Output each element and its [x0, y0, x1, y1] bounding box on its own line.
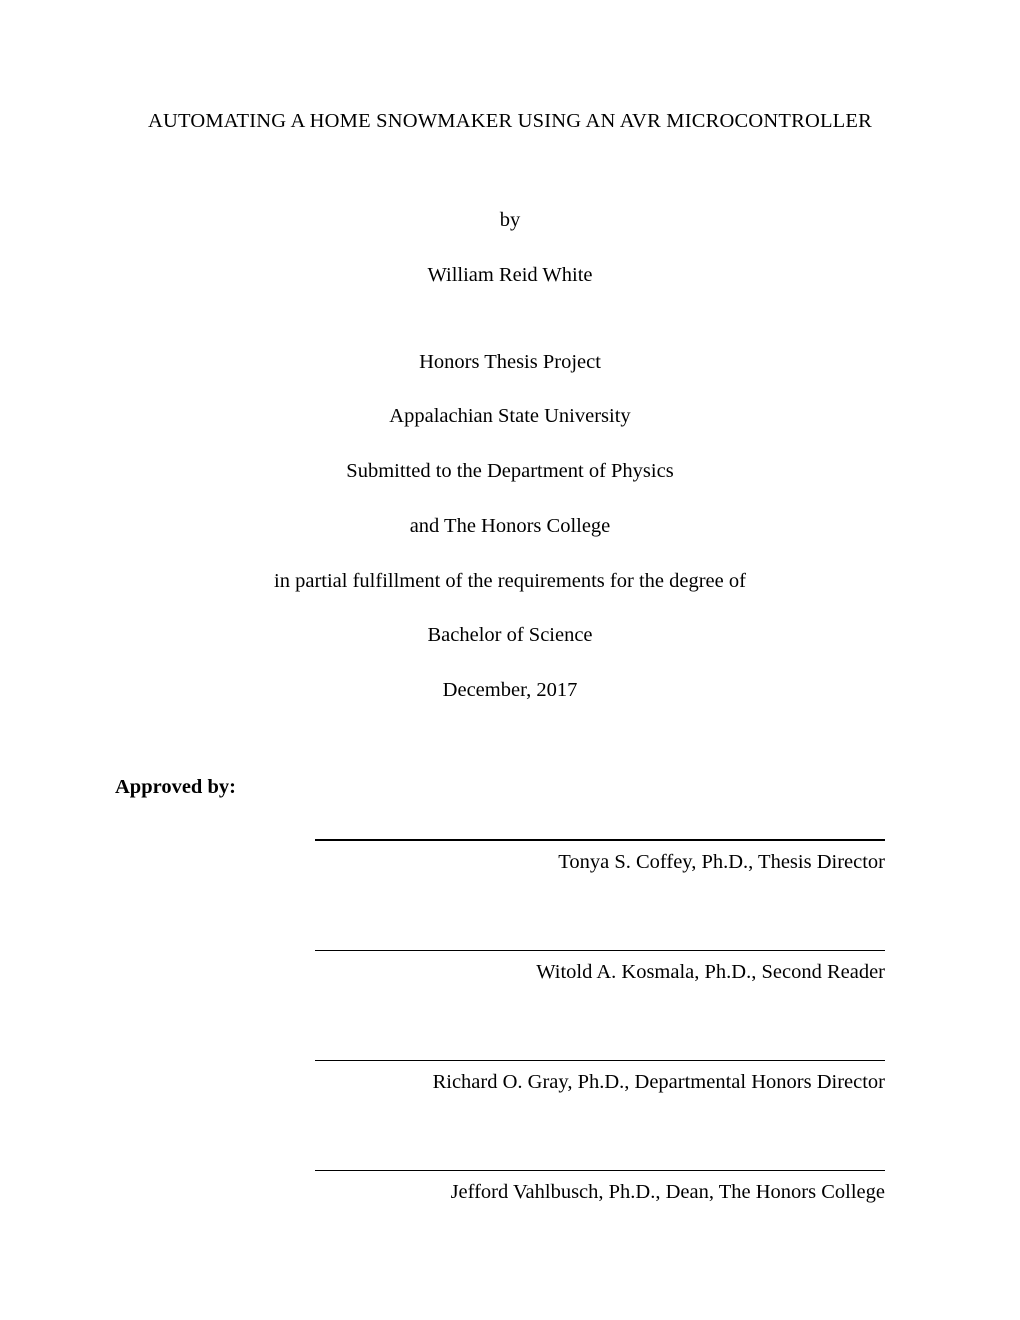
info-line-1: Honors Thesis Project: [115, 347, 905, 378]
signature-name-3: Richard O. Gray, Ph.D., Departmental Hon…: [315, 1071, 885, 1094]
page-container: AUTOMATING A HOME SNOWMAKER USING AN AVR…: [0, 0, 1020, 1320]
info-line-5: in partial fulfillment of the requiremen…: [115, 566, 905, 597]
signature-rule-2: [315, 950, 885, 951]
approved-by-label: Approved by:: [115, 776, 905, 799]
info-line-7: December, 2017: [115, 675, 905, 706]
signature-rule-4: [315, 1170, 885, 1171]
document-title: AUTOMATING A HOME SNOWMAKER USING AN AVR…: [115, 110, 905, 133]
signature-name-1: Tonya S. Coffey, Ph.D., Thesis Director: [315, 851, 885, 874]
info-line-6: Bachelor of Science: [115, 620, 905, 651]
signature-rule-3: [315, 1060, 885, 1061]
by-line: by: [115, 205, 905, 236]
approved-section: Approved by: Tonya S. Coffey, Ph.D., The…: [115, 776, 905, 1204]
info-line-4: and The Honors College: [115, 511, 905, 542]
signature-name-2: Witold A. Kosmala, Ph.D., Second Reader: [315, 961, 885, 984]
info-line-3: Submitted to the Department of Physics: [115, 456, 905, 487]
signature-name-4: Jefford Vahlbusch, Ph.D., Dean, The Hono…: [315, 1181, 885, 1204]
author-name: William Reid White: [115, 260, 905, 291]
signature-block: Tonya S. Coffey, Ph.D., Thesis Director …: [315, 839, 885, 1204]
signature-rule-1: [315, 839, 885, 841]
header-block: by William Reid White Honors Thesis Proj…: [115, 205, 905, 706]
info-line-2: Appalachian State University: [115, 401, 905, 432]
